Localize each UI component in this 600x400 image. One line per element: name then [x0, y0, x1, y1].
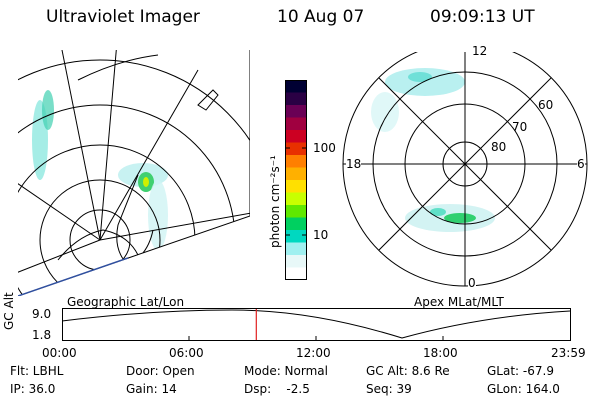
mlt-label-0: 0 [468, 276, 476, 290]
seq-status: Seq: 39 [366, 382, 412, 396]
date-label: 10 Aug 07 [277, 7, 365, 27]
time-label: 09:09:13 UT [430, 7, 535, 27]
gc-altitude-timeline [62, 308, 571, 341]
apex-caption: Apex MLat/MLT [414, 295, 504, 309]
mode-status: Mode: Normal [244, 364, 328, 378]
mlt-label-6: 6 [577, 157, 585, 171]
door-status: Door: Open [126, 364, 195, 378]
filter-status: Flt: LBHL [10, 364, 64, 378]
colorbar-cell [285, 167, 307, 181]
colorbar [285, 80, 307, 280]
mlt-label-18: 18 [346, 157, 362, 171]
colorbar-cell [285, 92, 307, 106]
timeline-ytick-9: 9.0 [32, 307, 52, 321]
dsp-status: Dsp: -2.5 [244, 382, 310, 396]
glat-status: GLat: -67.9 [487, 364, 554, 378]
timeline-xtick-2359: 23:59 [551, 346, 586, 360]
colorbar-cell [285, 267, 307, 280]
colorbar-cell [285, 155, 307, 168]
instrument-title: Ultraviolet Imager [46, 7, 200, 27]
geographic-map [18, 50, 250, 296]
colorbar-cell [285, 242, 307, 256]
geo-caption: Geographic Lat/Lon [67, 295, 185, 309]
colorbar-cell [285, 180, 307, 193]
mlat-label-60: 60 [538, 98, 554, 112]
altitude-curve [62, 309, 571, 339]
colorbar-label: photon cm⁻²s⁻¹ [268, 155, 282, 248]
glon-status: GLon: 164.0 [487, 382, 560, 396]
gain-status: Gain: 14 [126, 382, 177, 396]
colorbar-cell [285, 80, 307, 93]
colorbar-cell [285, 217, 307, 231]
colorbar-cell [285, 130, 307, 143]
timeline-ylabel: GC Alt [2, 292, 16, 330]
ip-status: IP: 36.0 [10, 382, 56, 396]
aurora-emission [32, 90, 168, 250]
colorbar-cell [285, 255, 307, 268]
gc-alt-status: GC Alt: 8.6 Re [366, 364, 450, 378]
timeline-xtick-1200: 12:00 [296, 346, 331, 360]
mlat-label-70: 70 [512, 120, 528, 134]
mlt-label-12: 12 [472, 44, 488, 58]
colorbar-cell [285, 142, 307, 156]
colorbar-tick-10: 10 [313, 228, 329, 242]
colorbar-tick-100: 100 [313, 141, 336, 155]
timeline-xtick-0000: 00:00 [42, 346, 77, 360]
apex-polar-plot [342, 52, 588, 287]
colorbar-cell [285, 192, 307, 206]
timeline-ytick-1-8: 1.8 [32, 328, 52, 342]
mlat-label-80: 80 [491, 140, 507, 154]
colorbar-cell [285, 230, 307, 243]
timeline-xtick-1800: 18:00 [423, 346, 458, 360]
timeline-xtick-0600: 06:00 [169, 346, 204, 360]
colorbar-cell [285, 205, 307, 218]
colorbar-cell [285, 105, 307, 118]
colorbar-cell [285, 117, 307, 131]
aurora-oval [371, 68, 495, 232]
